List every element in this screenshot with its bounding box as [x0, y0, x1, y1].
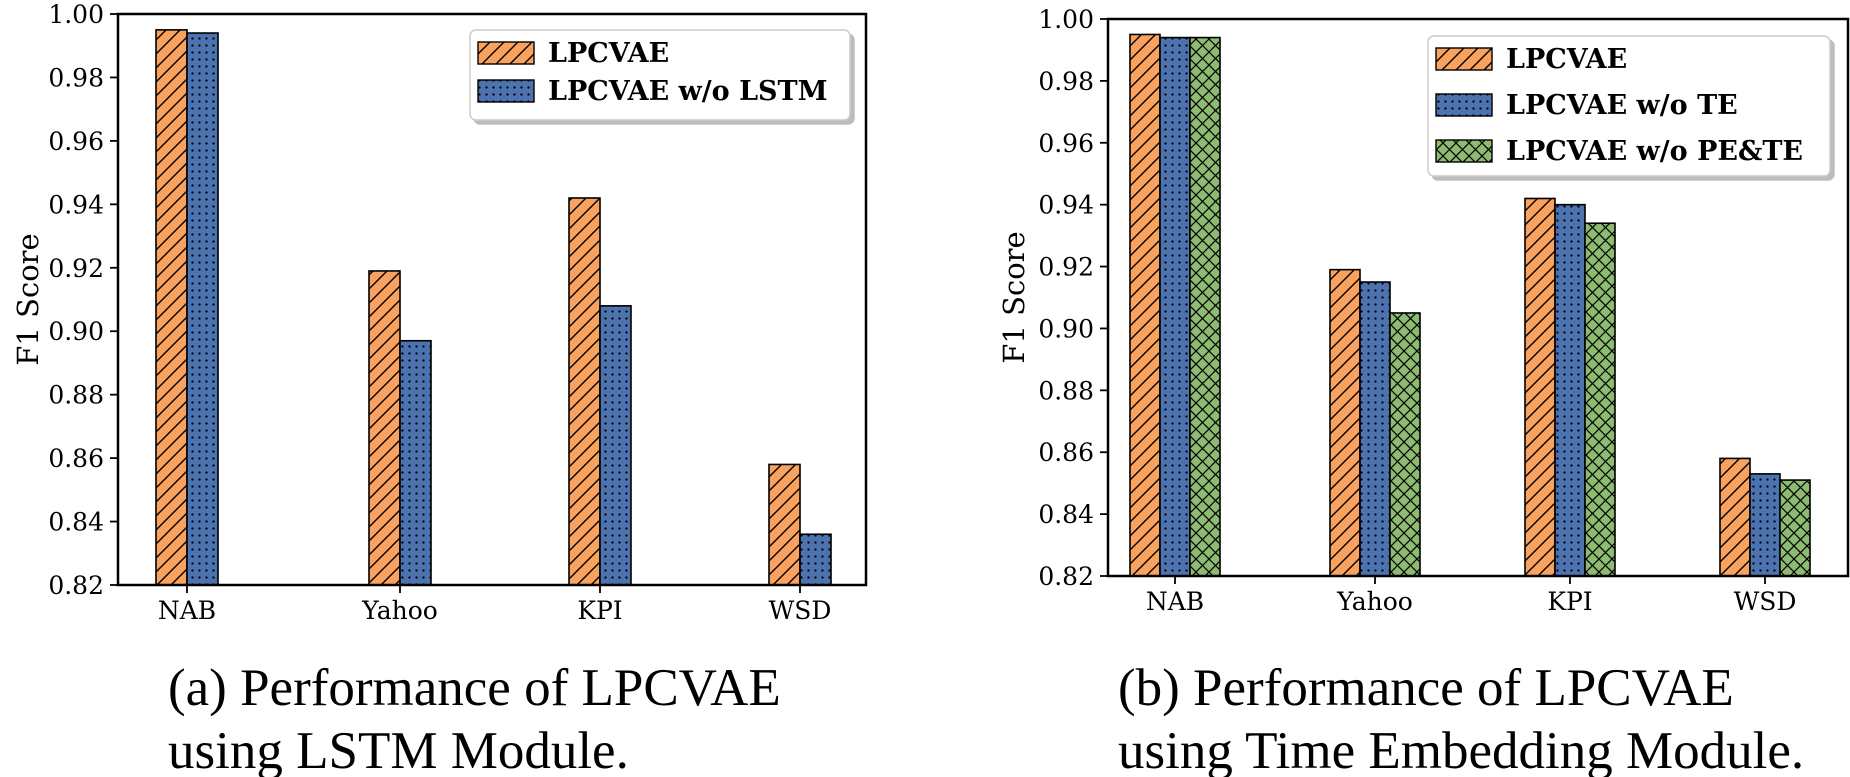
ytick-label-a: 0.92: [48, 254, 104, 283]
legend-label-b-2: LPCVAE w/o TE: [1506, 90, 1738, 121]
xtick-label-a-yahoo: Yahoo: [361, 596, 438, 625]
ylabel-a: F1 Score: [11, 233, 45, 365]
ytick-label-b: 0.88: [1038, 376, 1094, 405]
ytick-label-b: 0.94: [1038, 191, 1094, 220]
chart-a: 0.82 0.84 0.86 0.88 0.90 0.92 0.94 0.96 0.98 1.00…: [11, 0, 868, 777]
ytick-label-a: 0.98: [48, 63, 104, 92]
xtick-label-b-yahoo: Yahoo: [1336, 587, 1413, 616]
bar-b-yahoo-1: [1329, 268, 1361, 577]
caption-line-1-a: (a) Performance of LPCVAE: [168, 659, 781, 717]
ytick-label-b: 0.92: [1038, 253, 1094, 282]
ytick-label-b: 0.98: [1038, 67, 1094, 96]
caption-line-2-b: using Time Embedding Module.: [1118, 722, 1804, 777]
caption-line-1-b: (b) Performance of LPCVAE: [1118, 659, 1734, 717]
bar-b-wsd-1: [1719, 457, 1751, 577]
ytick-label-a: 0.84: [48, 508, 104, 537]
bar-a-yahoo-1: [368, 270, 401, 586]
bar-a-wsd-1: [768, 463, 801, 586]
xtick-label-b-nab: NAB: [1146, 587, 1204, 616]
legend-label-a-2: LPCVAE w/o LSTM: [548, 76, 828, 107]
legend-item-b-2: LPCVAE w/o TE: [1435, 90, 1738, 121]
ytick-label-b: 0.86: [1038, 438, 1094, 467]
xtick-label-b-kpi: KPI: [1547, 587, 1592, 616]
ylabel-b: F1 Score: [997, 231, 1031, 363]
legend-item-a-2: LPCVAE w/o LSTM: [477, 76, 828, 107]
bar-b-kpi-2: [1554, 203, 1586, 577]
legend-item-a-1: LPCVAE: [477, 38, 669, 69]
ytick-label-b: 0.96: [1038, 129, 1094, 158]
xtick-label-a-nab: NAB: [158, 596, 216, 625]
plot-frame-a: [116, 12, 868, 587]
xtick-label-a-kpi: KPI: [577, 596, 622, 625]
bar-a-yahoo-2: [399, 339, 432, 586]
legend-a: LPCVAE LPCVAE w/o LSTM: [469, 29, 851, 121]
bar-a-wsd-2: [799, 533, 832, 586]
bar-b-kpi-1: [1524, 197, 1556, 577]
bar-b-kpi-3: [1584, 222, 1616, 577]
ytick-label-b: 0.82: [1038, 562, 1094, 591]
xtick-label-b-wsd: WSD: [1734, 587, 1797, 616]
ytick-label-a: 0.90: [48, 317, 104, 346]
xtick-label-a-wsd: WSD: [769, 596, 832, 625]
plot-frame-b: [1106, 17, 1850, 578]
ytick-label-a: 0.86: [48, 444, 104, 473]
legend-label-a-1: LPCVAE: [548, 38, 669, 69]
ytick-label-a: 1.00: [48, 0, 104, 29]
ytick-label-a: 0.96: [48, 127, 104, 156]
legend-label-b-1: LPCVAE: [1506, 44, 1627, 75]
bar-a-kpi-1: [568, 197, 601, 586]
bar-b-nab-3: [1189, 36, 1221, 577]
chart-b: 0.82 0.84 0.86 0.88 0.90 0.92 0.94 0.96 0.98 1.00…: [997, 5, 1850, 777]
bar-b-nab-1: [1129, 33, 1161, 577]
legend-b: LPCVAE LPCVAE w/o TE LPCVAE w/o PE&TE: [1427, 35, 1831, 177]
bar-a-nab-2: [186, 32, 219, 586]
bar-a-nab-1: [155, 29, 188, 586]
ytick-label-b: 1.00: [1038, 5, 1094, 34]
legend-item-b-1: LPCVAE: [1435, 44, 1627, 75]
caption-line-2-a: using LSTM Module.: [168, 722, 629, 777]
bar-b-yahoo-2: [1359, 281, 1391, 577]
ytick-label-a: 0.94: [48, 190, 104, 219]
bar-b-nab-2: [1159, 36, 1191, 577]
ytick-label-a: 0.82: [48, 571, 104, 600]
legend-label-b-3: LPCVAE w/o PE&TE: [1506, 136, 1803, 167]
ytick-label-a: 0.88: [48, 381, 104, 410]
bar-a-kpi-2: [599, 305, 632, 586]
ytick-label-b: 0.90: [1038, 314, 1094, 343]
bar-b-wsd-3: [1779, 479, 1811, 577]
bar-b-wsd-2: [1749, 473, 1781, 577]
bar-b-yahoo-3: [1389, 312, 1421, 577]
ytick-label-b: 0.84: [1038, 500, 1094, 529]
legend-item-b-3: LPCVAE w/o PE&TE: [1435, 136, 1803, 167]
